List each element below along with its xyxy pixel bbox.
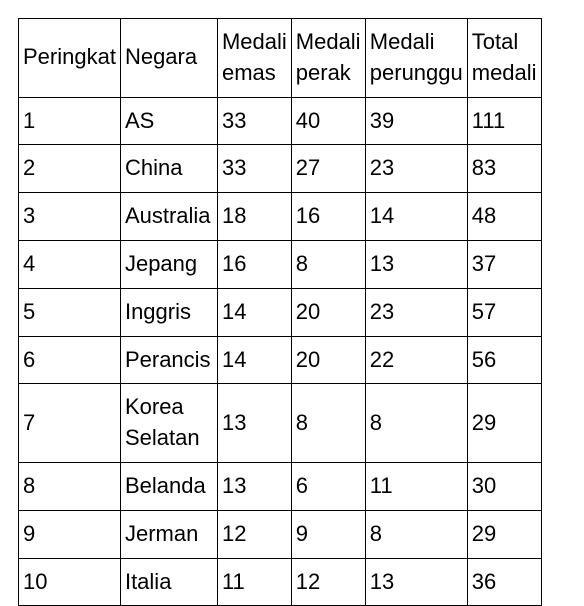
cell-perak: 8 bbox=[291, 384, 365, 463]
cell-negara: Belanda bbox=[120, 462, 217, 510]
cell-emas: 16 bbox=[217, 240, 291, 288]
cell-emas: 14 bbox=[217, 288, 291, 336]
cell-negara: AS bbox=[120, 97, 217, 145]
cell-perak: 9 bbox=[291, 510, 365, 558]
cell-total: 57 bbox=[467, 288, 541, 336]
cell-total: 29 bbox=[467, 510, 541, 558]
table-row: 5 Inggris 14 20 23 57 bbox=[19, 288, 542, 336]
table-row: 4 Jepang 16 8 13 37 bbox=[19, 240, 542, 288]
cell-emas: 12 bbox=[217, 510, 291, 558]
cell-perunggu: 23 bbox=[365, 145, 467, 193]
cell-perunggu: 14 bbox=[365, 193, 467, 241]
table-row: 3 Australia 18 16 14 48 bbox=[19, 193, 542, 241]
cell-total: 56 bbox=[467, 336, 541, 384]
cell-emas: 11 bbox=[217, 558, 291, 606]
cell-perunggu: 13 bbox=[365, 240, 467, 288]
table-row: 2 China 33 27 23 83 bbox=[19, 145, 542, 193]
cell-negara: Jepang bbox=[120, 240, 217, 288]
cell-peringkat: 9 bbox=[19, 510, 121, 558]
cell-total: 29 bbox=[467, 384, 541, 463]
cell-negara: Korea Selatan bbox=[120, 384, 217, 463]
cell-emas: 18 bbox=[217, 193, 291, 241]
table-row: 6 Perancis 14 20 22 56 bbox=[19, 336, 542, 384]
cell-total: 48 bbox=[467, 193, 541, 241]
cell-perunggu: 13 bbox=[365, 558, 467, 606]
cell-emas: 33 bbox=[217, 145, 291, 193]
cell-perunggu: 23 bbox=[365, 288, 467, 336]
cell-perak: 16 bbox=[291, 193, 365, 241]
cell-negara: Jerman bbox=[120, 510, 217, 558]
cell-peringkat: 7 bbox=[19, 384, 121, 463]
cell-emas: 13 bbox=[217, 384, 291, 463]
cell-negara: Australia bbox=[120, 193, 217, 241]
table-row: 9 Jerman 12 9 8 29 bbox=[19, 510, 542, 558]
cell-peringkat: 1 bbox=[19, 97, 121, 145]
cell-perunggu: 8 bbox=[365, 384, 467, 463]
header-total-medali: Total medali bbox=[467, 19, 541, 98]
cell-total: 37 bbox=[467, 240, 541, 288]
header-medali-perak: Medali perak bbox=[291, 19, 365, 98]
table-row: 1 AS 33 40 39 111 bbox=[19, 97, 542, 145]
cell-total: 83 bbox=[467, 145, 541, 193]
cell-perak: 40 bbox=[291, 97, 365, 145]
cell-total: 30 bbox=[467, 462, 541, 510]
cell-perunggu: 8 bbox=[365, 510, 467, 558]
cell-perak: 12 bbox=[291, 558, 365, 606]
table-row: 7 Korea Selatan 13 8 8 29 bbox=[19, 384, 542, 463]
cell-perunggu: 39 bbox=[365, 97, 467, 145]
table-row: 8 Belanda 13 6 11 30 bbox=[19, 462, 542, 510]
cell-perak: 20 bbox=[291, 288, 365, 336]
header-medali-emas: Medali emas bbox=[217, 19, 291, 98]
cell-peringkat: 6 bbox=[19, 336, 121, 384]
cell-peringkat: 5 bbox=[19, 288, 121, 336]
header-medali-perunggu: Medali perunggu bbox=[365, 19, 467, 98]
cell-peringkat: 8 bbox=[19, 462, 121, 510]
cell-perak: 20 bbox=[291, 336, 365, 384]
cell-perak: 8 bbox=[291, 240, 365, 288]
cell-negara: Perancis bbox=[120, 336, 217, 384]
cell-peringkat: 4 bbox=[19, 240, 121, 288]
cell-perunggu: 11 bbox=[365, 462, 467, 510]
table-body: 1 AS 33 40 39 111 2 China 33 27 23 83 3 … bbox=[19, 97, 542, 606]
cell-perak: 6 bbox=[291, 462, 365, 510]
cell-perunggu: 22 bbox=[365, 336, 467, 384]
cell-emas: 33 bbox=[217, 97, 291, 145]
medal-table: Peringkat Negara Medali emas Medali pera… bbox=[18, 18, 542, 606]
cell-negara: Italia bbox=[120, 558, 217, 606]
cell-peringkat: 10 bbox=[19, 558, 121, 606]
cell-total: 111 bbox=[467, 97, 541, 145]
table-row: 10 Italia 11 12 13 36 bbox=[19, 558, 542, 606]
header-peringkat: Peringkat bbox=[19, 19, 121, 98]
header-negara: Negara bbox=[120, 19, 217, 98]
cell-peringkat: 3 bbox=[19, 193, 121, 241]
header-row: Peringkat Negara Medali emas Medali pera… bbox=[19, 19, 542, 98]
cell-perak: 27 bbox=[291, 145, 365, 193]
cell-total: 36 bbox=[467, 558, 541, 606]
cell-emas: 14 bbox=[217, 336, 291, 384]
cell-emas: 13 bbox=[217, 462, 291, 510]
cell-peringkat: 2 bbox=[19, 145, 121, 193]
cell-negara: Inggris bbox=[120, 288, 217, 336]
cell-negara: China bbox=[120, 145, 217, 193]
